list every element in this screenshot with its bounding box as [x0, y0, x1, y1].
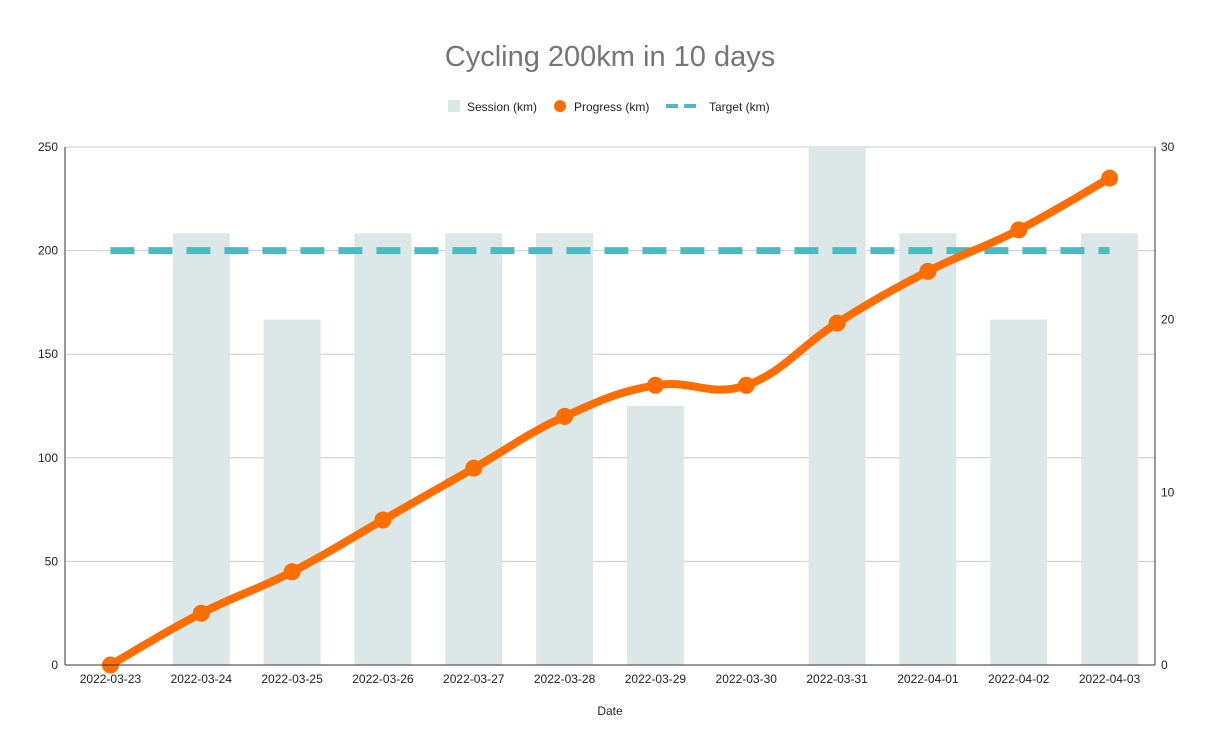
x-tick-label-11: 2022-04-03	[1079, 672, 1141, 686]
bar-11	[1081, 233, 1139, 666]
legend-swatch-progress	[554, 100, 566, 112]
bar-10	[990, 319, 1048, 665]
progress-point-8	[828, 314, 846, 332]
y-tick-label-0: 0	[51, 658, 58, 672]
y2-tick-label-1: 10	[1161, 485, 1175, 499]
legend-label-session: Session (km)	[467, 100, 537, 114]
progress-point-11	[1101, 169, 1119, 187]
chart-title: Cycling 200km in 10 days	[445, 41, 775, 73]
x-tick-label-9: 2022-04-01	[897, 672, 959, 686]
progress-path	[106, 174, 1114, 669]
bar-1	[172, 233, 230, 666]
y2-tick-label-2: 20	[1161, 313, 1175, 327]
bar-8	[808, 147, 866, 665]
x-tick-label-8: 2022-03-31	[806, 672, 868, 686]
x-tick-label-3: 2022-03-26	[352, 672, 414, 686]
x-tick-label-1: 2022-03-24	[171, 672, 233, 686]
y2-tick-label-0: 0	[1161, 658, 1168, 672]
x-tick-label-4: 2022-03-27	[443, 672, 505, 686]
y-tick-label-3: 150	[38, 347, 58, 361]
progress-line	[101, 169, 1119, 674]
progress-point-4	[465, 459, 483, 477]
progress-point-9	[919, 262, 937, 280]
legend-swatch-session	[448, 100, 460, 112]
progress-point-3	[374, 511, 392, 529]
x-tick-label-5: 2022-03-28	[534, 672, 596, 686]
bar-6	[626, 406, 684, 665]
progress-point-5	[556, 407, 574, 425]
progress-point-7	[737, 376, 755, 394]
y-tick-label-1: 50	[45, 554, 59, 568]
x-tick-label-10: 2022-04-02	[988, 672, 1050, 686]
legend: Session (km) Progress (km) Target (km)	[448, 100, 770, 114]
bar-2	[263, 319, 321, 665]
progress-point-10	[1010, 221, 1028, 239]
x-tick-label-0: 2022-03-23	[80, 672, 142, 686]
x-axis-label: Date	[597, 704, 623, 718]
progress-point-6	[646, 376, 664, 394]
bar-9	[899, 233, 957, 666]
progress-point-2	[283, 563, 301, 581]
x-tick-label-6: 2022-03-29	[625, 672, 687, 686]
tick-labels: 0 50 100 150 200 250 0 10 20 30 2022-03-23 2022-03-…	[38, 140, 1175, 686]
session-bars	[172, 147, 1139, 666]
bar-5	[536, 233, 594, 666]
bar-4	[445, 233, 503, 666]
progress-point-1	[192, 604, 210, 622]
bar-3	[354, 233, 412, 666]
legend-label-target: Target (km)	[709, 100, 770, 114]
y-tick-label-2: 100	[38, 451, 58, 465]
y2-tick-label-3: 30	[1161, 140, 1175, 154]
legend-label-progress: Progress (km)	[574, 100, 649, 114]
y-tick-label-4: 200	[38, 244, 58, 258]
x-tick-label-7: 2022-03-30	[716, 672, 778, 686]
x-tick-label-2: 2022-03-25	[261, 672, 323, 686]
y-tick-label-5: 250	[38, 140, 58, 154]
axes	[64, 147, 1156, 666]
